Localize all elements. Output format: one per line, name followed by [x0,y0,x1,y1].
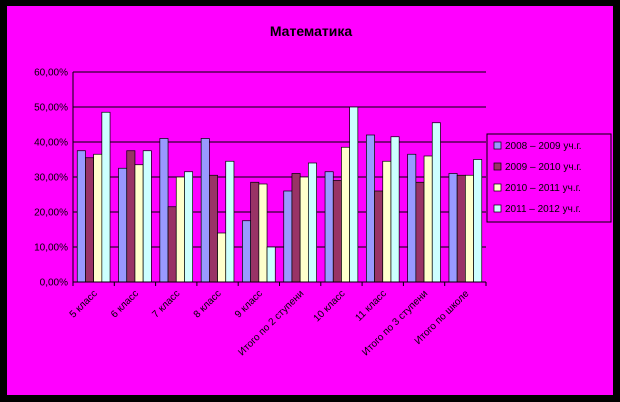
category-label: 8 класс [192,288,224,320]
legend-label: 2008 – 2009 уч.г. [505,141,582,152]
bar [126,150,136,283]
bar [118,167,128,283]
legend-swatch [493,141,502,150]
bar [76,150,86,283]
bar [85,157,94,283]
bar [431,122,441,283]
bar [324,171,334,283]
bar [217,232,227,283]
bar [93,153,103,283]
category-label: 6 класс [109,288,141,320]
category-label: 10 класс [312,288,348,324]
bar [423,155,433,283]
legend-swatch [493,162,502,171]
bar [250,181,260,283]
bar [184,171,193,283]
bar [258,183,268,283]
bar [465,174,474,283]
y-tick-label: 20,00% [34,208,68,219]
bar [308,162,317,283]
y-tick-label: 50,00% [34,103,68,114]
y-tick-label: 40,00% [34,138,68,149]
category-label: 11 класс [353,288,388,323]
bar [242,220,251,283]
bar [473,159,483,283]
bar [225,160,235,283]
axes [72,72,487,286]
category-label: 7 класс [150,288,182,320]
legend: 2008 – 2009 уч.г. 2009 – 2010 уч.г. 2010 –… [486,133,612,223]
chart-area: Математика 0,00% 10,00% 20,00% 30,00% 40,00%… [6,5,614,396]
bar [415,181,425,283]
bar [175,176,185,283]
bar [266,246,276,283]
legend-label: 2011 – 2012 уч.г. [505,204,581,215]
bar [407,153,417,283]
legend-label: 2009 – 2010 уч.г. [505,162,582,173]
bar [374,190,384,283]
bar [142,150,152,283]
bar [382,160,392,283]
legend-swatch [493,183,502,192]
chart-svg: Математика 0,00% 10,00% 20,00% 30,00% 40,00%… [34,23,612,358]
bar [200,138,210,283]
y-tick-label: 0,00% [40,278,68,289]
bar [283,190,293,283]
bar [134,164,144,283]
legend-swatch [493,204,502,213]
y-tick-label: 30,00% [34,173,68,184]
bar [101,111,111,283]
legend-box [486,133,612,223]
y-tick-label: 10,00% [34,243,68,254]
bars [76,106,483,283]
bar [448,173,458,283]
bar [291,173,301,283]
y-tick-label: 60,00% [34,68,68,79]
legend-label: 2010 – 2011 уч.г. [505,183,581,194]
bar [159,138,169,283]
bar [299,176,309,283]
bar [167,206,177,283]
bar [456,174,466,283]
bar [366,134,375,283]
bar [390,136,400,283]
x-tick-labels: 5 класс 6 класс 7 класс 8 класс 9 классИтого… [68,288,472,358]
y-tick-labels: 0,00% 10,00% 20,00% 30,00% 40,00% 50,00% 60,00… [34,68,68,289]
chart-title: Математика [270,23,353,39]
bar [332,180,342,283]
category-label: 9 класс [233,288,265,320]
bar [349,106,359,283]
category-label: 5 класс [68,288,100,320]
bar [209,174,218,283]
bar [341,146,351,283]
